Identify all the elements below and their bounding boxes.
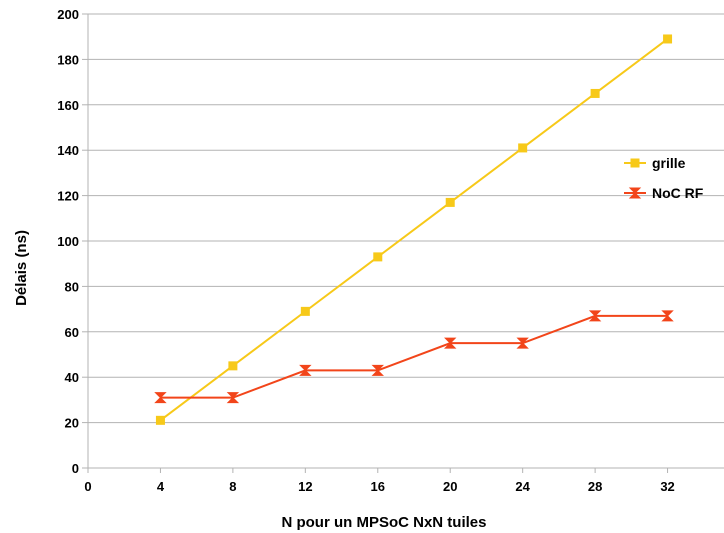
y-tick-label: 120	[57, 189, 79, 204]
data-point	[228, 361, 238, 371]
legend-entry: NoC RF	[624, 185, 704, 201]
x-tick-label: 0	[84, 479, 91, 494]
x-tick-label: 24	[515, 479, 530, 494]
y-tick-label: 80	[65, 279, 79, 294]
data-point	[663, 34, 673, 44]
series-group	[154, 34, 674, 425]
data-point	[371, 364, 384, 376]
legend-marker	[628, 187, 642, 199]
data-point	[590, 88, 600, 98]
data-point	[661, 310, 674, 322]
y-axis-title: Délais (ns)	[13, 230, 30, 306]
data-point	[516, 337, 529, 349]
legend-entry: grille	[624, 155, 686, 171]
legend-label: NoC RF	[652, 185, 704, 201]
data-point	[444, 337, 457, 349]
x-tick-label: 4	[157, 479, 165, 494]
legend-label: grille	[652, 155, 686, 171]
series-line	[159, 38, 669, 422]
y-tick-label: 140	[57, 143, 79, 158]
x-axis-title: N pour un MPSoC NxN tuiles	[281, 514, 486, 531]
x-tick-label: 16	[371, 479, 385, 494]
legend: grille NoC RF	[624, 155, 704, 201]
y-tick-label: 160	[57, 98, 79, 113]
y-tick-label: 100	[57, 234, 79, 249]
data-point	[373, 252, 383, 262]
data-point	[154, 392, 167, 404]
x-tick-label: 20	[443, 479, 457, 494]
axes	[82, 13, 724, 473]
y-tick-label: 40	[65, 370, 79, 385]
series-1	[154, 310, 674, 404]
data-point	[299, 364, 312, 376]
x-tick-label: 8	[229, 479, 236, 494]
data-point	[445, 197, 455, 207]
data-point	[300, 306, 310, 316]
tick-labels: 0 20 40 60 80 100 120 140 160 180 200 0 4 8 12 16 20 24 28…	[57, 7, 674, 494]
y-tick-label: 0	[72, 461, 79, 476]
y-tick-label: 20	[65, 416, 79, 431]
x-tick-label: 28	[588, 479, 602, 494]
data-point	[588, 310, 602, 322]
gridlines	[88, 13, 724, 424]
x-tick-label: 32	[660, 479, 674, 494]
series-line	[160, 314, 668, 399]
y-tick-label: 200	[57, 7, 79, 22]
legend-marker	[630, 158, 640, 168]
series-0	[155, 34, 673, 425]
data-point	[155, 415, 165, 425]
data-point	[226, 392, 240, 404]
data-point	[518, 143, 528, 153]
x-tick-label: 12	[298, 479, 312, 494]
y-tick-label: 60	[65, 325, 79, 340]
y-tick-label: 180	[57, 52, 79, 67]
